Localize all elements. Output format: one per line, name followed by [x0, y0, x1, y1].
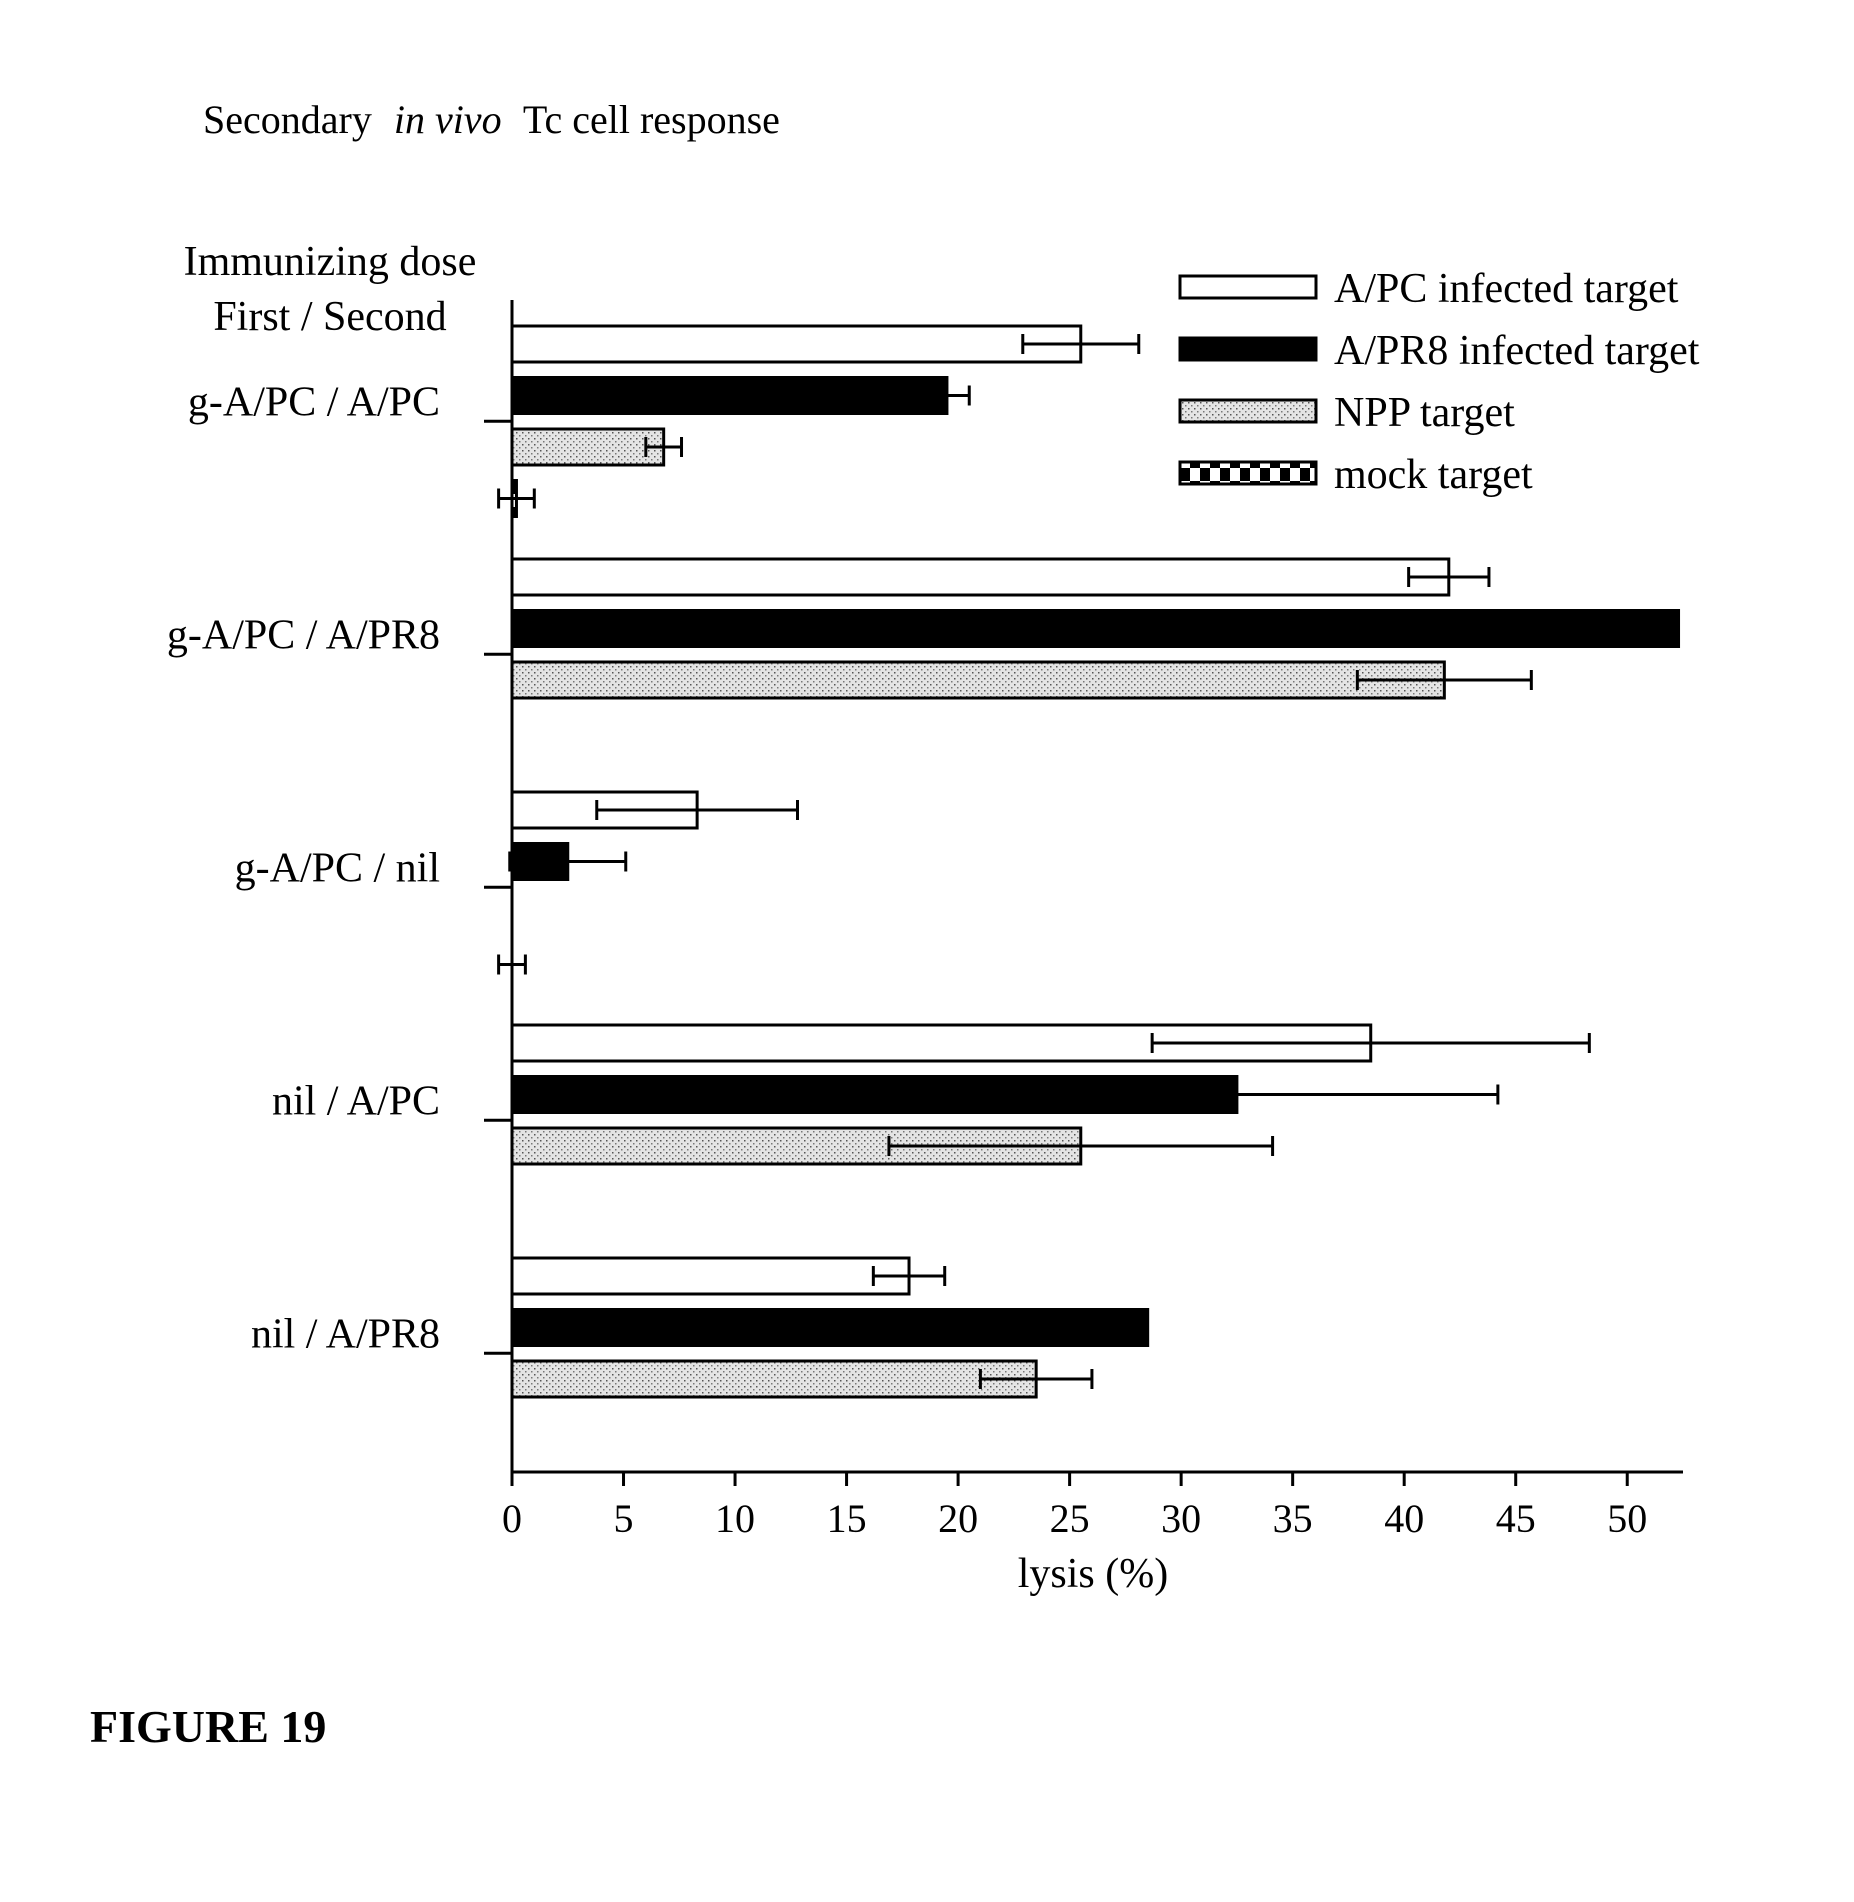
category-label: nil / A/PC [272, 1078, 440, 1124]
chart-title-suffix: Tc cell response [523, 97, 780, 142]
x-tick-label: 20 [938, 1496, 978, 1541]
category-label: g-A/PC / A/PR8 [167, 612, 440, 658]
legend-swatch-checkered [1180, 462, 1316, 484]
x-tick-label: 40 [1384, 1496, 1424, 1541]
bar-solid [512, 1310, 1148, 1346]
bar-solid [512, 611, 1679, 647]
bar-stippled [512, 1361, 1036, 1397]
group-header-line1: Immunizing dose [184, 239, 477, 285]
bar-stippled [512, 429, 664, 465]
chart-title-prefix: Secondary [203, 97, 372, 142]
x-tick-label: 45 [1496, 1496, 1536, 1541]
x-tick-label: 50 [1607, 1496, 1647, 1541]
x-tick-label: 0 [502, 1496, 522, 1541]
legend-label: A/PR8 infected target [1334, 328, 1700, 374]
legend-label: A/PC infected target [1334, 266, 1679, 312]
x-tick-label: 25 [1050, 1496, 1090, 1541]
category-label: g-A/PC / nil [235, 845, 440, 891]
bar-open [512, 559, 1449, 595]
legend-label: mock target [1334, 452, 1533, 498]
x-tick-label: 5 [614, 1496, 634, 1541]
bar-stippled [512, 662, 1444, 698]
x-tick-label: 35 [1273, 1496, 1313, 1541]
legend-swatch-solid [1180, 338, 1316, 360]
group-header-line2: First / Second [213, 294, 446, 340]
figure-label: FIGURE 19 [90, 1701, 326, 1752]
legend-swatch-stippled [1180, 400, 1316, 422]
legend-swatch-open [1180, 276, 1316, 298]
legend: A/PC infected target A/PR8 infected targe… [1180, 266, 1700, 498]
category-label: g-A/PC / A/PC [188, 379, 440, 425]
x-tick-label: 10 [715, 1496, 755, 1541]
x-tick-label: 15 [827, 1496, 867, 1541]
bar-open [512, 1258, 909, 1294]
x-tick-label: 30 [1161, 1496, 1201, 1541]
chart-title: Secondary in vivo Tc cell response [203, 97, 780, 142]
legend-label: NPP target [1334, 390, 1515, 436]
chart-title-italic: in vivo [394, 97, 502, 142]
bar-open [512, 326, 1081, 362]
bar-solid [512, 378, 947, 414]
category-label: nil / A/PR8 [251, 1311, 440, 1357]
x-axis-label: lysis (%) [1018, 1551, 1169, 1597]
